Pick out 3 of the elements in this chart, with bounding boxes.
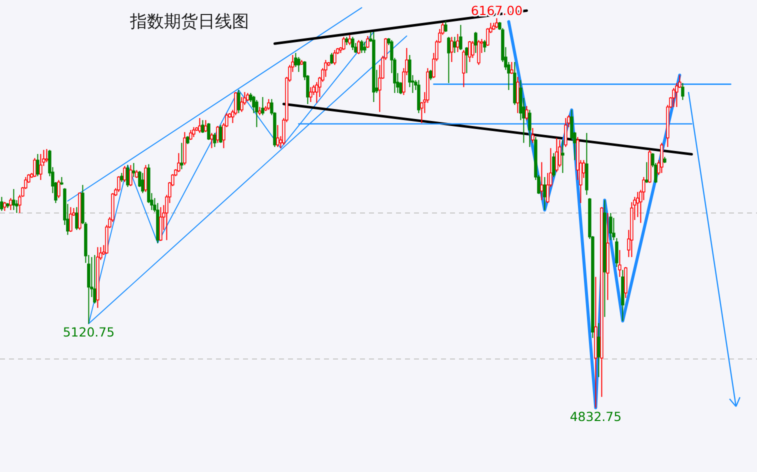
annotation: 5120.75	[62, 324, 115, 340]
annotation: 4832.75	[570, 408, 622, 424]
chart-title: 指数期货日线图	[129, 12, 249, 32]
